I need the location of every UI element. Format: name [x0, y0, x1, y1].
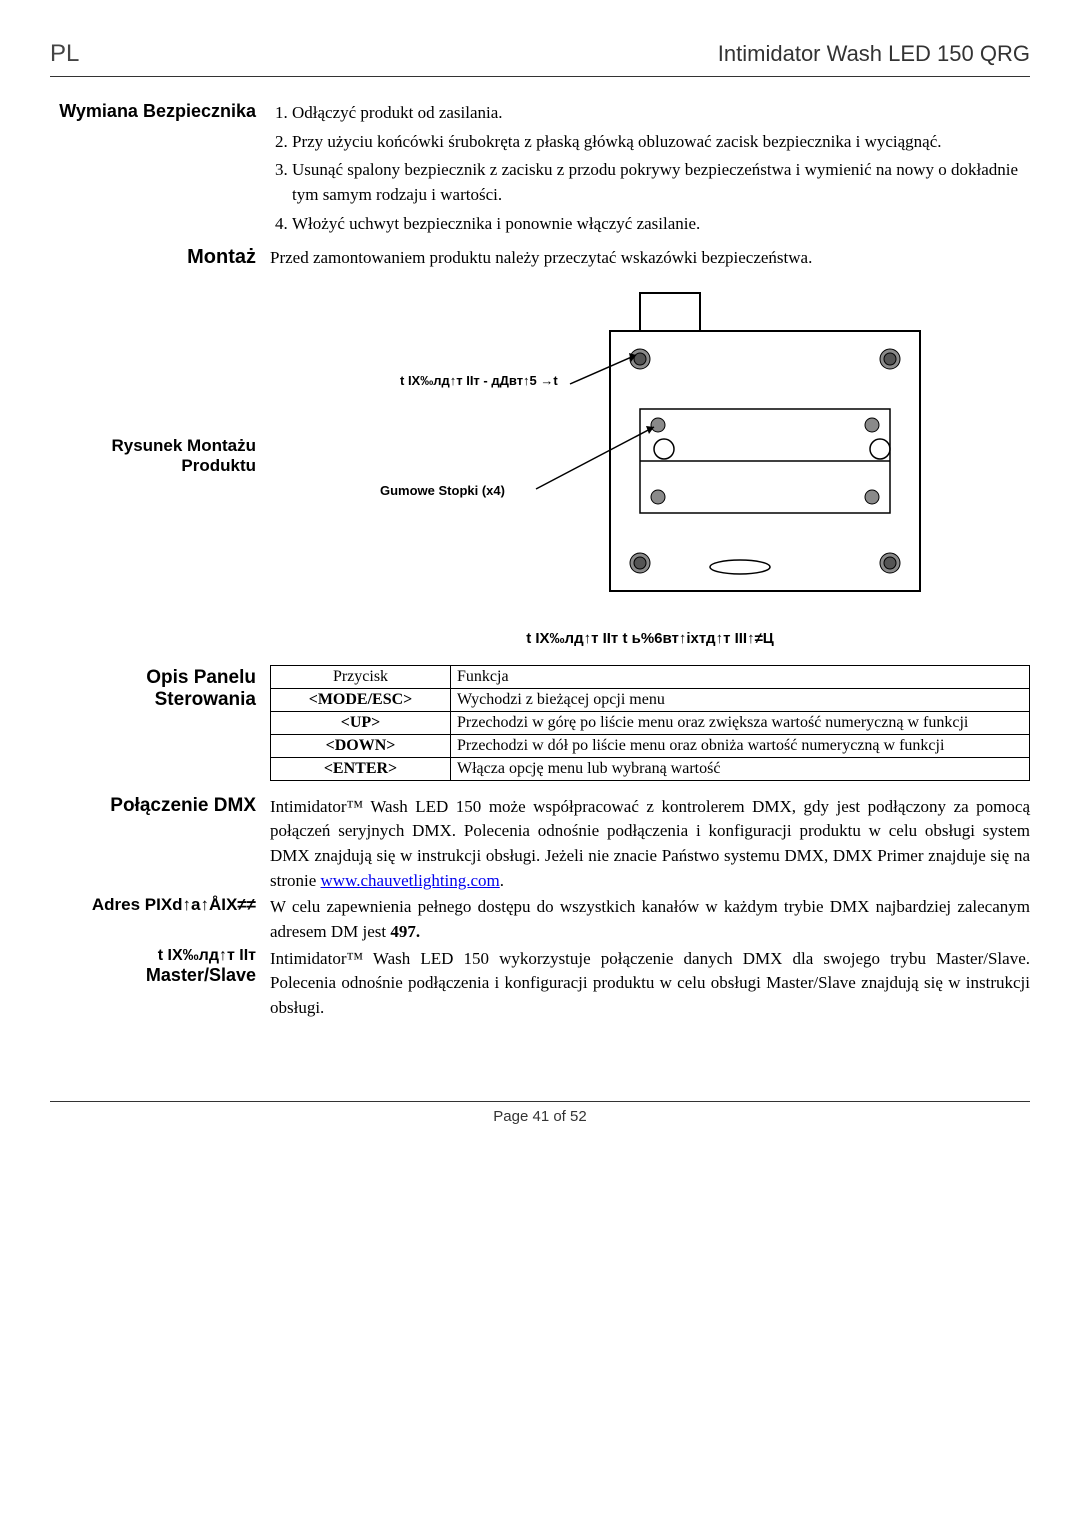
diagram-callout2: Gumowe Stopki (x4) [380, 483, 505, 498]
panel-label: Opis Panelu Sterowania [50, 665, 270, 781]
dmx-conn-post: . [500, 871, 504, 890]
table-cell-function: Przechodzi w górę po liście menu oraz zw… [451, 711, 1030, 734]
fuse-content: Odłączyć produkt od zasilania. Przy użyc… [270, 101, 1030, 240]
section-dmx-address: Adres PIXd↑a↑ÅIX≠≠ W celu zapewnienia pe… [50, 895, 1030, 944]
section-dmx-connection: Połączenie DMX Intimidator™ Wash LED 150… [50, 795, 1030, 894]
fuse-step: Odłączyć produkt od zasilania. [292, 101, 1030, 126]
dmx-conn-text: Intimidator™ Wash LED 150 może współprac… [270, 795, 1030, 894]
table-header: Funkcja [451, 665, 1030, 688]
master-slave-label: t IX‰лд↑т IIт Master/Slave [50, 947, 270, 1021]
fuse-step: Usunąć spalony bezpiecznik z zacisku z p… [292, 158, 1030, 207]
diagram-bottom-caption: t IX‰лд↑т IIт t ь%6вт↑iхтд↑т III↑≠Ц [50, 630, 1030, 647]
page-footer: Page 41 of 52 [50, 1101, 1030, 1125]
ms-label-line1: t IX‰лд↑т IIт [50, 947, 256, 965]
table-cell-function: Przechodzi w dół po liście menu oraz obn… [451, 734, 1030, 757]
ms-label-line2: Master/Slave [50, 965, 256, 986]
table-header: Przycisk [271, 665, 451, 688]
table-row: <MODE/ESC> Wychodzi z bieżącej opcji men… [271, 688, 1030, 711]
table-cell-function: Wychodzi z bieżącej opcji menu [451, 688, 1030, 711]
table-header-row: Przycisk Funkcja [271, 665, 1030, 688]
dmx-addr-text: W celu zapewnienia pełnego dostępu do ws… [270, 895, 1030, 944]
dmx-conn-label: Połączenie DMX [50, 795, 270, 894]
chauvet-link[interactable]: www.chauvetlighting.com [321, 871, 500, 890]
table-cell-function: Włącza opcję menu lub wybraną wartość [451, 757, 1030, 780]
diagram-side-label: Rysunek Montażu Produktu [50, 436, 270, 476]
dmx-addr-value: 497. [390, 922, 420, 941]
table-row: <UP> Przechodzi w górę po liście menu or… [271, 711, 1030, 734]
table-cell-button: <DOWN> [271, 734, 451, 757]
table-cell-button: <UP> [271, 711, 451, 734]
fuse-label: Wymiana Bezpiecznika [50, 101, 270, 240]
diagram-callout1: t IX‰лд↑т IIт - дДвт↑5 →t [400, 373, 558, 388]
table-cell-button: <MODE/ESC> [271, 688, 451, 711]
section-control-panel: Opis Panelu Sterowania Przycisk Funkcja … [50, 665, 1030, 781]
fuse-step: Przy użyciu końcówki śrubokręta z płaską… [292, 130, 1030, 155]
mounting-diagram: t IX‰лд↑т IIт - дДвт↑5 →t Gumowe Stopki … [270, 289, 1030, 624]
control-panel-table: Przycisk Funkcja <MODE/ESC> Wychodzi z b… [270, 665, 1030, 781]
section-mount: Montaż Przed zamontowaniem produktu nale… [50, 246, 1030, 271]
page-number: Page 41 of 52 [493, 1108, 586, 1125]
section-fuse: Wymiana Bezpiecznika Odłączyć produkt od… [50, 101, 1030, 240]
section-master-slave: t IX‰лд↑т IIт Master/Slave Intimidator™ … [50, 947, 1030, 1021]
header-language: PL [50, 40, 79, 68]
table-row: <DOWN> Przechodzi w dół po liście menu o… [271, 734, 1030, 757]
fuse-step: Włożyć uchwyt bezpiecznika i ponownie wł… [292, 212, 1030, 237]
dmx-addr-pre: W celu zapewnienia pełnego dostępu do ws… [270, 897, 1030, 941]
master-slave-text: Intimidator™ Wash LED 150 wykorzystuje p… [270, 947, 1030, 1021]
mounting-diagram-row: Rysunek Montażu Produktu [50, 289, 1030, 624]
header-title: Intimidator Wash LED 150 QRG [718, 41, 1030, 67]
table-row: <ENTER> Włącza opcję menu lub wybraną wa… [271, 757, 1030, 780]
table-cell-button: <ENTER> [271, 757, 451, 780]
dmx-addr-label: Adres PIXd↑a↑ÅIX≠≠ [50, 895, 270, 944]
page-header: PL Intimidator Wash LED 150 QRG [50, 40, 1030, 77]
mount-text: Przed zamontowaniem produktu należy prze… [270, 246, 1030, 271]
mount-label: Montaż [50, 246, 270, 271]
